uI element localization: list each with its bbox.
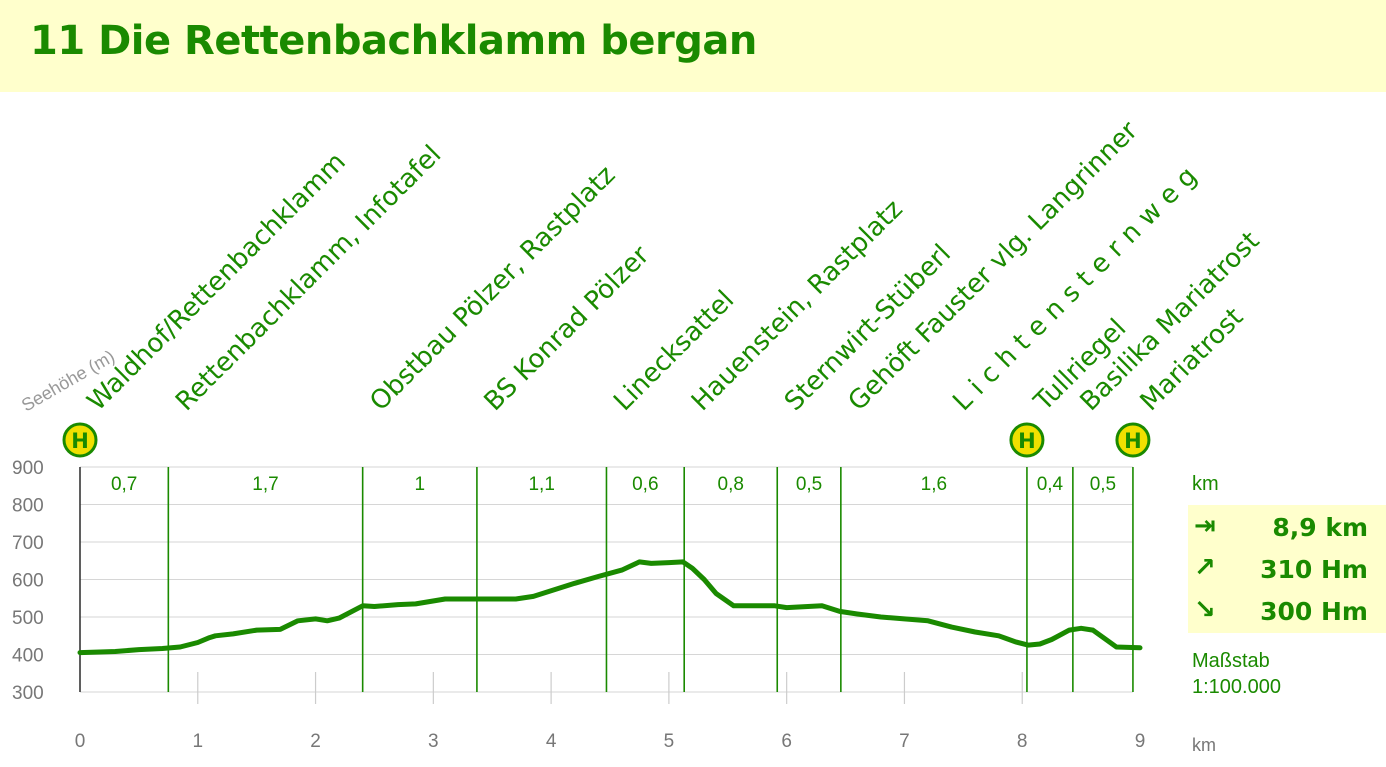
bus-stop-icon: H [1115, 422, 1151, 458]
bus-stop-icon: H [1009, 422, 1045, 458]
x-tick-label: 9 [1135, 731, 1146, 752]
series-layer [77, 559, 1143, 656]
y-tick-label: 300 [12, 683, 44, 704]
segment-distance-label: 1 [414, 474, 425, 495]
x-tick-label: 4 [546, 731, 557, 752]
bus-stop-letter: H [1124, 429, 1142, 453]
bus-stop-letter: H [71, 429, 89, 453]
header-bar: 11 Die Rettenbachklamm bergan [0, 0, 1386, 92]
segment-distance-label: 1,1 [528, 474, 554, 495]
ascent-row: ↗ 310 Hm [1188, 549, 1378, 591]
x-tick-label: 2 [310, 731, 321, 752]
distance-value: 8,9 km [1272, 513, 1368, 542]
y-tick-label: 800 [12, 496, 44, 517]
segment-layer: 0,7 1,7 1 1,1 0,6 0,8 0,5 1,6 0,4 0,5 [111, 467, 1134, 692]
x-tick-label: 7 [899, 731, 910, 752]
y-tick-label: 500 [12, 608, 44, 629]
segment-distance-label: 0,8 [718, 474, 744, 495]
bus-stop-circle [1115, 422, 1151, 458]
x-tick-label: 6 [781, 731, 792, 752]
segment-distance-label: 0,4 [1037, 474, 1064, 495]
stats-box: ⇥ 8,9 km ↗ 310 Hm ↘ 300 Hm [1188, 505, 1386, 633]
arrow-up-right-icon: ↗ [1194, 553, 1216, 583]
elevation-line [77, 559, 1143, 656]
axes-layer: 300 400 500 600 700 800 900 0 1 2 3 4 5 6 7 8 9 [12, 458, 1145, 752]
bus-stop-circle [1009, 422, 1045, 458]
waypoint-layer: Waldhof/RettenbachklammHRettenbachklamm,… [62, 116, 1266, 458]
x-axis-unit: km [1192, 735, 1216, 755]
descent-row: ↘ 300 Hm [1188, 591, 1378, 633]
descent-value: 300 Hm [1260, 597, 1368, 626]
y-tick-label: 600 [12, 571, 44, 592]
bus-stop-icon: H [62, 422, 98, 458]
x-tick-label: 5 [664, 731, 675, 752]
x-tick-label: 3 [428, 731, 439, 752]
distance-row: ⇥ 8,9 km [1188, 507, 1378, 549]
x-tick-label: 1 [192, 731, 203, 752]
segment-distance-label: 1,7 [252, 474, 278, 495]
bus-stop-circle [62, 422, 98, 458]
x-tick-label: 0 [75, 731, 86, 752]
scale-value: 1:100.000 [1192, 676, 1281, 698]
segment-distance-label: 0,5 [1090, 474, 1116, 495]
ascent-value: 310 Hm [1260, 555, 1368, 584]
stats-unit-label: km [1192, 473, 1219, 495]
scale-label: Maßstab [1192, 650, 1270, 672]
page-title: 11 Die Rettenbachklamm bergan [30, 18, 757, 64]
arrow-right-bar-icon: ⇥ [1194, 511, 1216, 541]
arrow-down-right-icon: ↘ [1194, 595, 1216, 625]
y-tick-label: 700 [12, 533, 44, 554]
segment-distance-label: 0,5 [796, 474, 822, 495]
bus-stop-letter: H [1018, 429, 1036, 453]
y-tick-label: 400 [12, 646, 44, 667]
y-tick-label: 900 [12, 458, 44, 479]
segment-distance-label: 1,6 [921, 474, 947, 495]
segment-distance-label: 0,7 [111, 474, 137, 495]
segment-distance-label: 0,6 [632, 474, 658, 495]
x-tick-label: 8 [1017, 731, 1028, 752]
